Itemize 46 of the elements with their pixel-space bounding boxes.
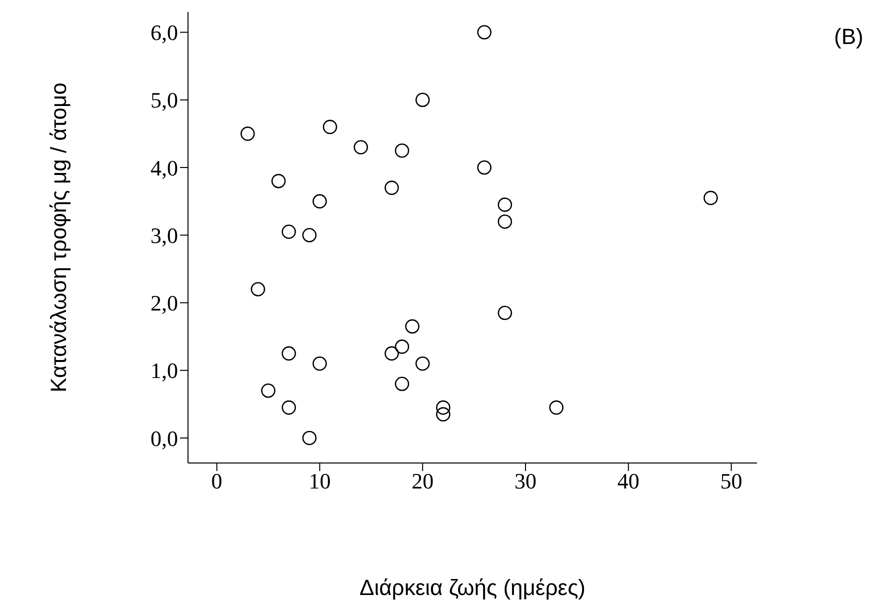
point: [498, 306, 512, 320]
y-tick-label: 1,0: [150, 358, 178, 384]
point: [436, 407, 450, 422]
point: [415, 92, 430, 108]
point: [498, 214, 512, 229]
x-tick-label: 30: [514, 468, 536, 494]
point: [261, 384, 276, 398]
point: [384, 180, 399, 195]
x-tick-label: 20: [412, 468, 434, 494]
point: [477, 25, 492, 40]
point: [415, 356, 430, 371]
point: [271, 174, 286, 188]
point: [394, 376, 410, 392]
point: [704, 190, 718, 206]
point: [282, 224, 296, 239]
point: [312, 356, 327, 371]
y-tick-label: 6,0: [150, 20, 178, 46]
y-axis-title: Κατανάλωση τροφής μg / άτομο: [46, 82, 71, 392]
y-tick-label: 3,0: [150, 222, 178, 248]
point: [282, 400, 296, 415]
x-axis-title: Διάρκεια ζωής (ημέρες): [360, 575, 586, 600]
y-tick-label: 5,0: [150, 88, 178, 113]
point: [384, 346, 399, 361]
x-tick-label: 50: [720, 468, 742, 494]
point: [282, 346, 296, 361]
text: (B): [834, 24, 864, 50]
point: [394, 340, 410, 354]
point: [549, 400, 564, 415]
point: [354, 140, 368, 154]
x-tick-label: 40: [617, 468, 640, 494]
point: [302, 228, 317, 242]
point: [240, 126, 255, 141]
y-tick-label: 2,0: [150, 290, 178, 316]
x-tick-label: 0: [211, 468, 222, 494]
point: [436, 400, 450, 415]
point: [302, 430, 317, 446]
y-tick-label: 4,0: [150, 155, 178, 180]
point: [405, 319, 420, 334]
point: [322, 120, 338, 134]
x-tick-label: 10: [308, 468, 331, 494]
point: [477, 160, 492, 175]
y-tick-label: 0,0: [150, 426, 178, 451]
point: [312, 194, 327, 208]
point: [394, 143, 410, 158]
point: [498, 198, 512, 212]
point: [250, 282, 266, 296]
